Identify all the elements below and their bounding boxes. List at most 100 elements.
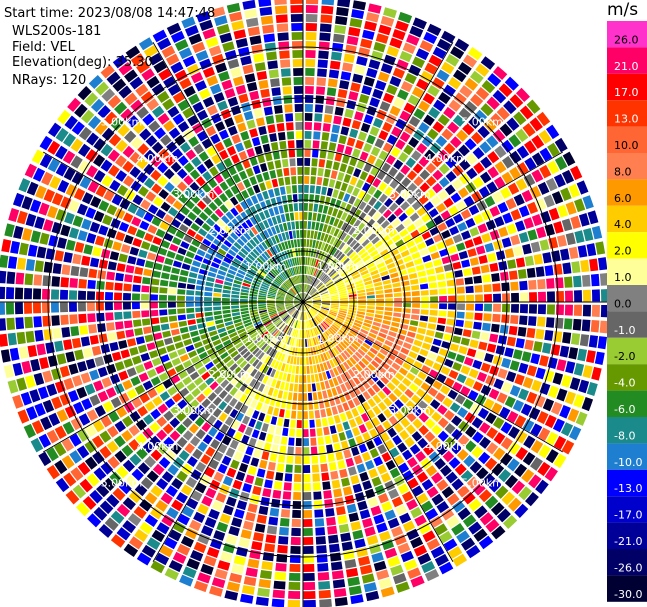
ppi-cell: [42, 302, 51, 314]
ppi-cell: [471, 446, 484, 459]
ppi-cell: [393, 388, 403, 398]
ppi-cell: [199, 58, 212, 70]
ppi-cell: [260, 496, 270, 507]
ppi-cell: [372, 343, 381, 351]
ppi-cell: [249, 35, 262, 45]
ppi-cell: [208, 330, 218, 337]
ppi-cell: [304, 104, 313, 113]
ppi-cell: [298, 311, 301, 320]
range-ring-label: 5.00km: [101, 116, 143, 129]
ppi-cell: [271, 598, 285, 607]
ppi-cell: [424, 431, 436, 443]
ppi-cell: [272, 96, 282, 105]
ppi-cell: [581, 274, 591, 287]
ppi-cell: [305, 14, 318, 23]
ppi-cell: [410, 278, 419, 285]
ppi-cell: [208, 45, 222, 57]
ppi-cell: [427, 128, 439, 140]
ppi-cell: [356, 404, 365, 415]
ppi-cell: [127, 513, 142, 527]
ppi-cell: [151, 325, 161, 333]
ppi-cell: [278, 205, 284, 214]
ppi-cell: [320, 292, 329, 297]
ppi-cell: [335, 385, 343, 395]
ppi-cell: [334, 277, 342, 284]
ppi-cell: [358, 299, 366, 302]
ppi-cell: [438, 176, 450, 188]
ppi-cell: [283, 482, 292, 491]
ppi-cell: [254, 523, 266, 533]
ppi-cell: [291, 337, 295, 346]
ppi-cell: [130, 376, 141, 387]
ppi-cell: [255, 246, 263, 254]
ppi-cell: [452, 362, 463, 372]
ppi-cell: [188, 423, 200, 434]
ppi-cell: [405, 424, 417, 435]
ppi-cell: [286, 327, 292, 335]
ppi-cell: [450, 253, 460, 262]
ppi-cell: [427, 244, 438, 253]
ppi-cell: [332, 208, 339, 217]
ppi-cell: [306, 311, 310, 320]
ppi-cell: [123, 292, 132, 301]
ppi-cell: [416, 354, 426, 364]
ppi-cell: [233, 555, 246, 566]
ppi-cell: [505, 197, 517, 210]
ppi-cell: [276, 295, 285, 298]
ppi-cell: [504, 347, 514, 358]
ppi-cell: [237, 122, 247, 133]
ppi-cell: [303, 303, 307, 311]
ppi-cell: [146, 342, 156, 351]
ppi-cell: [285, 231, 290, 240]
ppi-cell: [391, 218, 401, 228]
ppi-cell: [158, 372, 169, 382]
ppi-cell: [183, 162, 195, 173]
ppi-cell: [247, 503, 258, 513]
ppi-cell: [538, 129, 552, 145]
ppi-cell: [337, 89, 348, 99]
ppi-cell: [539, 164, 552, 179]
ppi-cell: [297, 347, 301, 356]
ppi-cell: [315, 316, 321, 323]
ppi-cell: [260, 313, 269, 318]
ppi-cell: [344, 381, 352, 391]
ppi-cell: [332, 260, 340, 268]
ppi-cell: [305, 339, 308, 347]
ppi-cell: [252, 358, 260, 368]
ppi-cell: [72, 375, 83, 387]
ppi-cell: [332, 189, 339, 199]
ppi-cell: [116, 263, 126, 272]
ppi-cell: [276, 304, 285, 306]
ppi-cell: [479, 436, 491, 449]
ppi-cell: [328, 287, 337, 292]
ppi-cell: [336, 6, 349, 17]
ppi-cell: [477, 125, 490, 139]
ppi-cell: [96, 312, 105, 322]
ppi-cell: [407, 477, 419, 489]
ppi-cell: [190, 549, 204, 562]
ppi-cell: [501, 357, 512, 369]
ppi-cell: [258, 126, 267, 136]
ppi-cell: [89, 221, 101, 233]
ppi-cell: [160, 134, 172, 146]
ppi-cell: [280, 509, 291, 518]
ppi-cell: [452, 500, 466, 513]
ppi-cell: [219, 229, 229, 239]
ppi-cell: [200, 525, 214, 537]
ppi-cell: [281, 77, 292, 86]
ppi-cell: [171, 267, 181, 275]
ppi-cell: [425, 508, 439, 520]
ppi-cell: [299, 366, 303, 374]
ppi-cell: [514, 415, 527, 428]
ppi-cell: [0, 302, 6, 315]
ppi-cell: [42, 399, 55, 413]
ppi-cell: [229, 408, 239, 419]
ppi-cell: [178, 450, 190, 462]
ppi-cell: [451, 415, 463, 427]
ppi-cell: [500, 187, 512, 199]
ppi-cell: [355, 232, 364, 241]
ppi-cell: [352, 529, 364, 540]
ppi-cell: [127, 203, 139, 214]
ppi-cell: [441, 128, 454, 141]
ppi-cell: [424, 405, 435, 417]
